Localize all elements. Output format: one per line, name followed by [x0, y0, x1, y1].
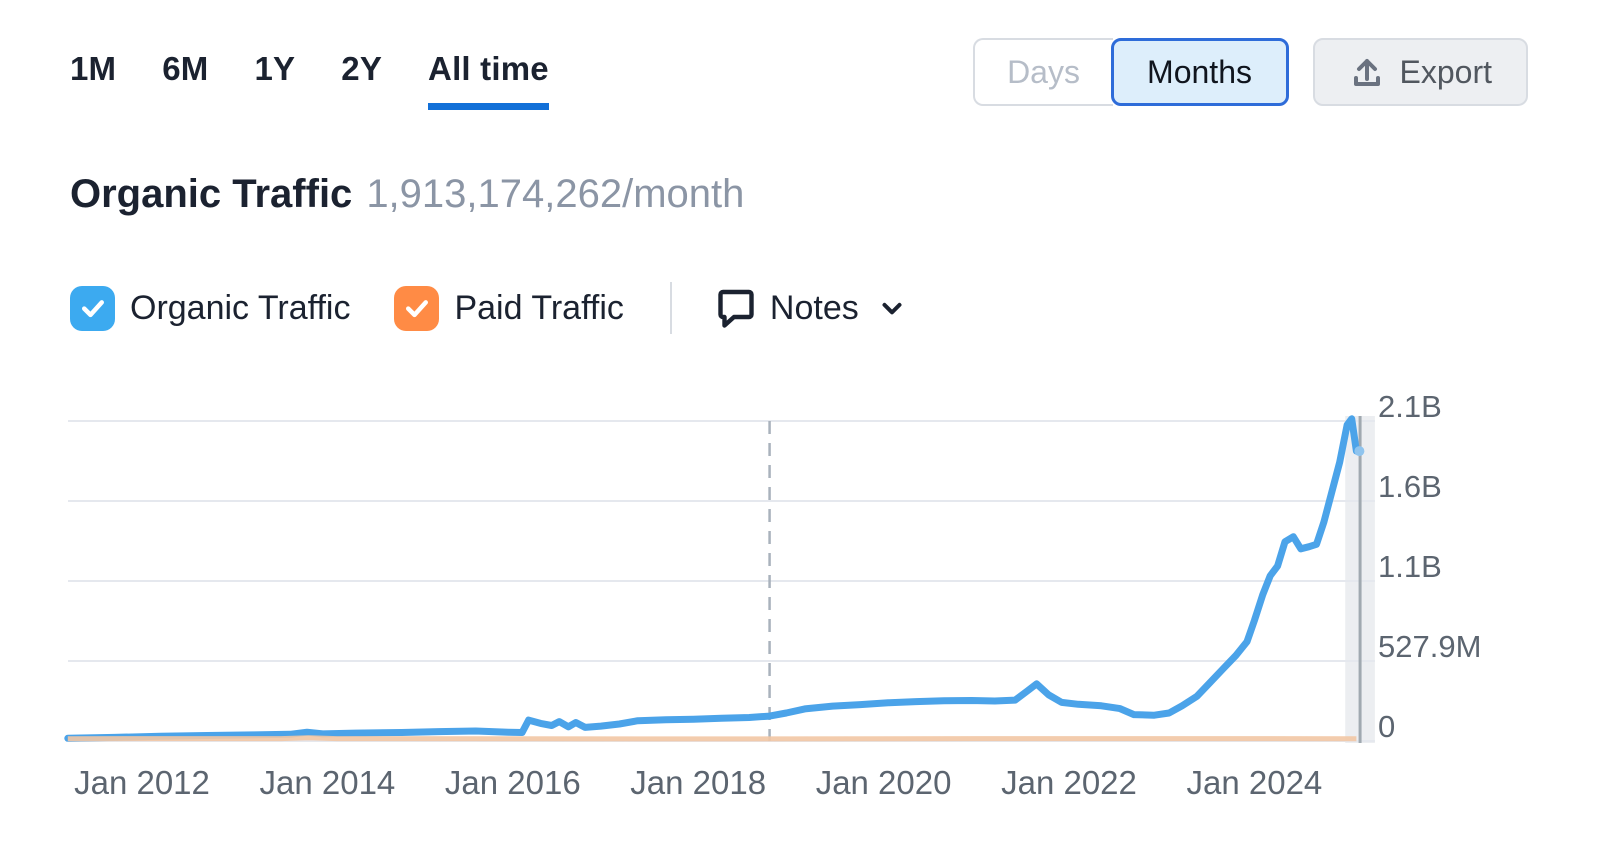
- tab-all-time[interactable]: All time: [428, 50, 549, 110]
- legend-divider: [669, 282, 672, 334]
- organic-traffic-checkbox[interactable]: [70, 285, 115, 331]
- x-axis-label: Jan 2022: [1001, 764, 1137, 801]
- x-axis-label: Jan 2018: [630, 764, 766, 801]
- organic-traffic-legend-label: Organic Traffic: [130, 288, 351, 327]
- metric-title-row: Organic Traffic 1,913,174,262/month: [70, 172, 744, 217]
- notes-bubble-icon: [716, 287, 756, 329]
- traffic-chart: 2.1B 1.6B 1.1B 527.9M 0 Jan 2012 Jan 2014 Jan 2…: [0, 370, 1600, 858]
- tab-1y[interactable]: 1Y: [254, 50, 296, 87]
- export-button[interactable]: Export: [1312, 38, 1528, 106]
- paid-traffic-legend-label: Paid Traffic: [454, 288, 624, 327]
- granularity-toggle: Days Months: [972, 38, 1289, 106]
- tab-2y[interactable]: 2Y: [341, 50, 383, 87]
- months-toggle-button[interactable]: Months: [1110, 38, 1289, 106]
- organic-traffic-line[interactable]: [64, 415, 1360, 742]
- export-label: Export: [1399, 53, 1492, 90]
- header-controls: Days Months Export: [972, 38, 1528, 106]
- tab-6m[interactable]: 6M: [162, 50, 209, 87]
- x-axis-label: Jan 2020: [816, 764, 952, 801]
- y-axis-label: 527.9M: [1378, 629, 1481, 664]
- x-axis-label: Jan 2024: [1187, 764, 1323, 801]
- traffic-chart-svg: 2.1B 1.6B 1.1B 527.9M 0 Jan 2012 Jan 2014 Jan 2…: [64, 389, 1481, 801]
- chart-legend: Organic Traffic Paid Traffic Notes: [70, 282, 907, 334]
- y-axis-label: 1.6B: [1378, 469, 1442, 504]
- notes-button[interactable]: Notes: [716, 287, 907, 329]
- metric-value: 1,913,174,262/month: [366, 172, 745, 216]
- y-axis-label: 1.1B: [1378, 549, 1442, 584]
- latest-point-marker[interactable]: [1354, 446, 1365, 457]
- x-axis-label: Jan 2016: [445, 764, 581, 801]
- notes-label: Notes: [769, 288, 859, 327]
- export-icon: [1349, 54, 1385, 90]
- metric-title: Organic Traffic: [70, 172, 353, 216]
- days-toggle-button[interactable]: Days: [972, 38, 1113, 106]
- chevron-down-icon: [877, 293, 907, 323]
- y-axis-label: 2.1B: [1378, 389, 1442, 424]
- range-tabs: 1M 6M 1Y 2Y All time: [70, 50, 549, 110]
- paid-traffic-line[interactable]: [67, 735, 1357, 742]
- x-axis-label: Jan 2012: [74, 764, 210, 801]
- tab-1m[interactable]: 1M: [70, 50, 117, 87]
- y-axis-label: 0: [1378, 709, 1395, 744]
- x-axis-label: Jan 2014: [260, 764, 396, 801]
- paid-traffic-checkbox[interactable]: [394, 285, 440, 331]
